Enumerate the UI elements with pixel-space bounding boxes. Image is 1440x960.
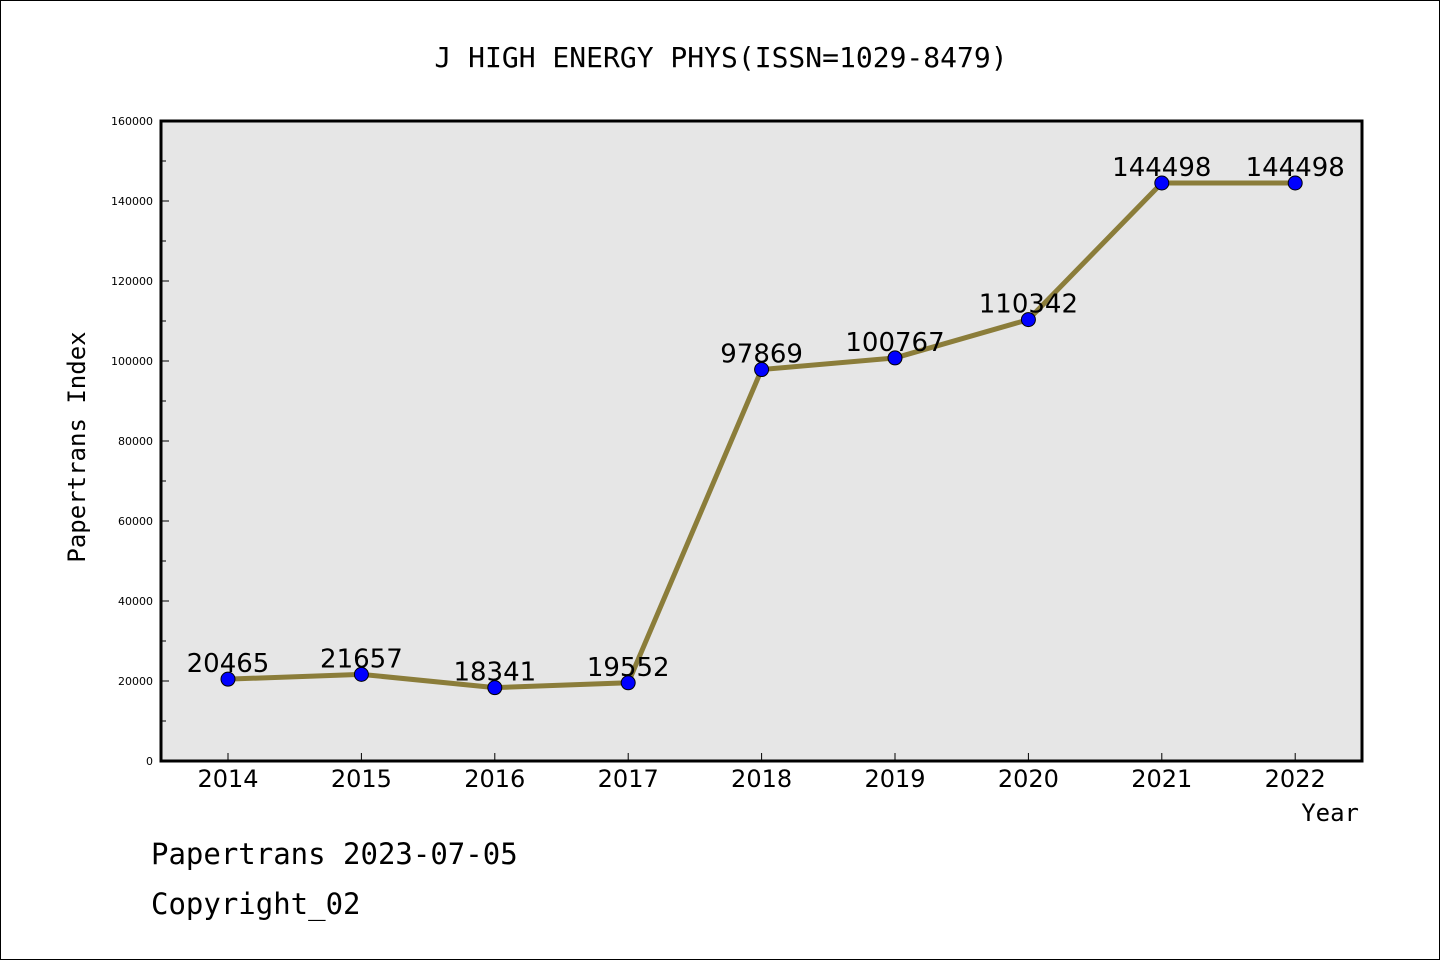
plot-area: 0 20000 40000 60000 80000 100000 120000 140000 1… [111,115,1364,793]
data-point-marker [887,350,903,366]
x-tick-label: 2017 [598,765,659,793]
data-label: 19552 [587,653,670,683]
data-label: 100767 [845,328,944,358]
data-point-marker [487,680,503,696]
y-tick-label: 0 [146,755,153,768]
plot-background [161,121,1362,761]
data-label: 110342 [979,290,1078,320]
data-point-marker [620,675,636,691]
data-label: 20465 [187,649,270,679]
x-tick-label: 2022 [1265,765,1326,793]
y-tick-label: 160000 [111,115,153,128]
x-tick-label: 2019 [864,765,925,793]
chart-title: J HIGH ENERGY PHYS(ISSN=1029-8479) [434,41,1007,74]
data-label: 18341 [453,658,536,688]
x-tick-label: 2016 [464,765,525,793]
data-point-marker [754,362,770,378]
data-point-marker [353,666,369,682]
x-tick-label: 2021 [1131,765,1192,793]
data-point-marker [1020,312,1036,328]
x-tick-label: 2014 [197,765,258,793]
x-tick-label: 2015 [331,765,392,793]
x-tick-label: 2018 [731,765,792,793]
y-tick-label: 140000 [111,195,153,208]
y-axis-title: Papertrans Index [63,331,91,562]
data-point-marker [220,671,236,687]
x-tick-label: 2020 [998,765,1059,793]
data-label: 144498 [1112,153,1211,183]
y-tick-label: 100000 [111,355,153,368]
y-tick-label: 40000 [118,595,153,608]
data-point-marker [1287,175,1303,191]
y-tick-label: 80000 [118,435,153,448]
y-tick-label: 60000 [118,515,153,528]
data-label: 97869 [720,340,803,370]
footer-copyright-text: Copyright_02 [151,887,361,921]
y-tick-label: 20000 [118,675,153,688]
data-point-marker [1154,175,1170,191]
footer-date-text: Papertrans 2023-07-05 [151,837,518,871]
data-label: 144498 [1246,153,1345,183]
data-label: 21657 [320,644,403,674]
x-axis-title: Year [1301,799,1359,827]
y-tick-label: 120000 [111,275,153,288]
